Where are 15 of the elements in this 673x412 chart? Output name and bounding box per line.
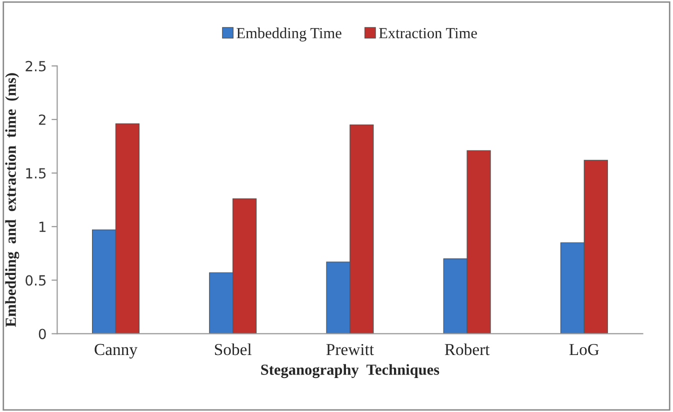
x-tick-label: Canny (94, 344, 138, 359)
y-axis-title: Embedding and extraction time (ms) (5, 73, 20, 327)
legend-label: Embedding Time (236, 28, 342, 42)
y-tick-label: 1 (39, 222, 46, 232)
y-tick-label: 1.5 (26, 168, 46, 179)
x-tick-label: Sobel (214, 343, 252, 356)
y-tick-label: 0.5 (26, 275, 46, 286)
y-tick-label: 0 (38, 328, 46, 340)
x-axis-title: Steganography Techniques (261, 364, 440, 378)
legend-label: Extraction Time (379, 28, 477, 38)
y-tick-label: 2.5 (26, 60, 46, 72)
x-tick-label: Robert (444, 343, 490, 356)
y-tick-label: 2 (38, 114, 46, 125)
x-tick-label: LoG (569, 344, 599, 356)
x-tick-label: Prewitt (326, 344, 374, 356)
